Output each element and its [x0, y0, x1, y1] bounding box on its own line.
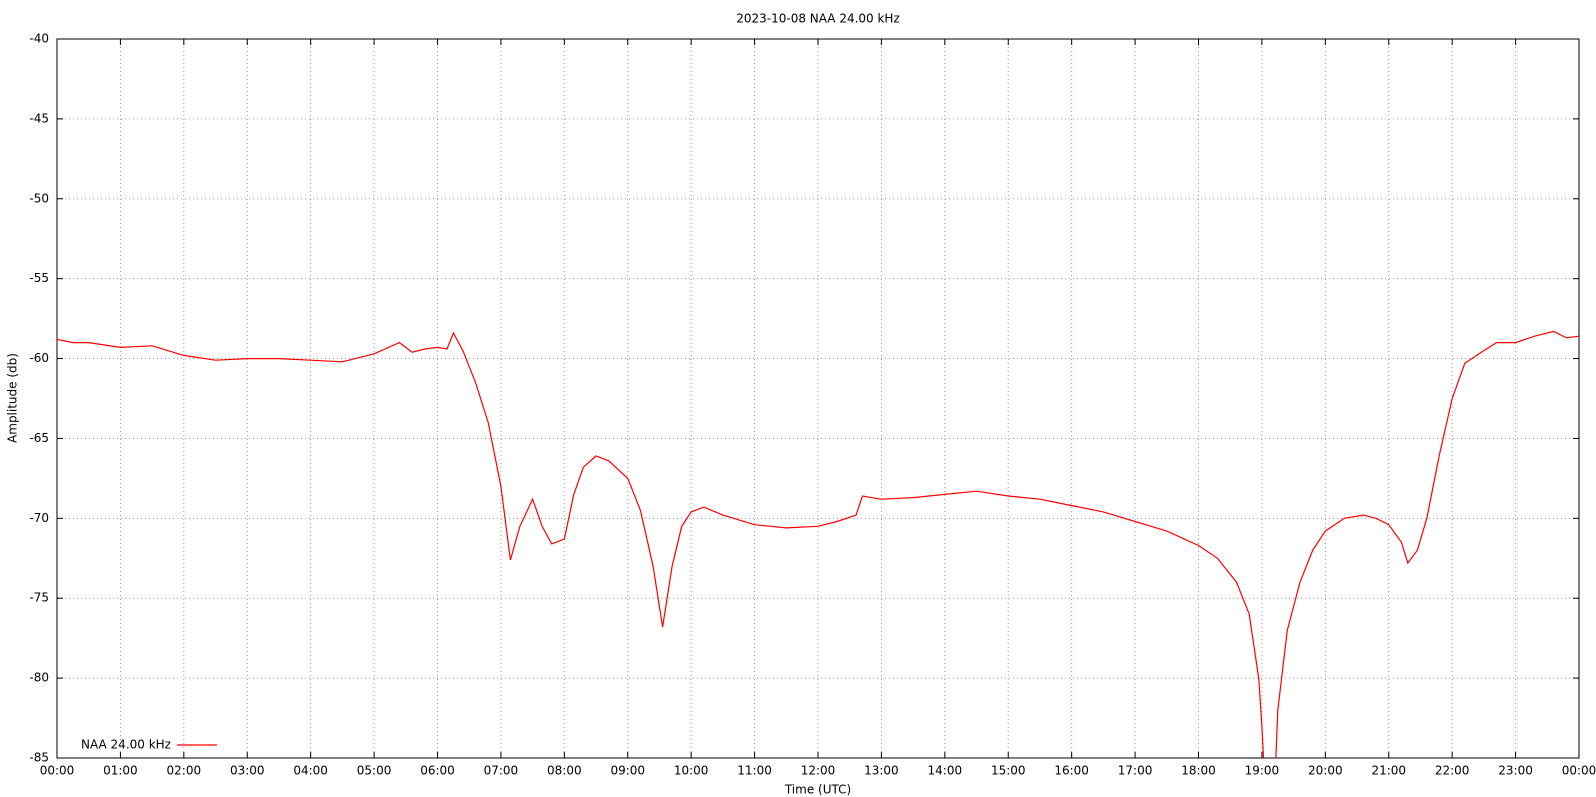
data-line: [57, 330, 1579, 758]
y-axis-label: Amplitude (db): [6, 353, 20, 443]
x-tick-label: 19:00: [1245, 764, 1280, 778]
y-tick-label: -70: [29, 511, 49, 525]
y-tick-label: -65: [29, 431, 49, 445]
x-tick-label: 23:00: [1498, 764, 1533, 778]
y-tick-label: -45: [29, 111, 49, 125]
x-tick-label: 22:00: [1435, 764, 1470, 778]
x-tick-label: 00:00: [40, 764, 75, 778]
x-tick-label: 17:00: [1118, 764, 1153, 778]
y-tick-label: -50: [29, 191, 49, 205]
x-tick-label: 00:00: [1562, 764, 1596, 778]
x-tick-label: 08:00: [547, 764, 582, 778]
x-tick-label: 05:00: [357, 764, 392, 778]
x-tick-label: 21:00: [1371, 764, 1406, 778]
y-tick-label: -60: [29, 351, 49, 365]
legend-label: NAA 24.00 kHz: [81, 738, 171, 752]
x-tick-label: 16:00: [1054, 764, 1089, 778]
x-tick-label: 04:00: [293, 764, 328, 778]
y-tick-label: -40: [29, 32, 49, 46]
plot-frame: [56, 38, 1580, 759]
x-tick-label: 06:00: [420, 764, 455, 778]
x-tick-label: 10:00: [674, 764, 709, 778]
x-tick-label: 14:00: [928, 764, 963, 778]
x-tick-label: 11:00: [737, 764, 772, 778]
y-tick-label: -55: [29, 271, 49, 285]
x-tick-label: 15:00: [991, 764, 1026, 778]
y-tick-label: -85: [29, 751, 49, 765]
x-tick-label: 20:00: [1308, 764, 1343, 778]
x-tick-label: 01:00: [103, 764, 138, 778]
y-tick-label: -80: [29, 671, 49, 685]
x-tick-label: 18:00: [1181, 764, 1216, 778]
x-axis-label: Time (UTC): [784, 783, 851, 797]
x-tick-label: 12:00: [801, 764, 836, 778]
x-tick-label: 02:00: [167, 764, 202, 778]
chart-title: 2023-10-08 NAA 24.00 kHz: [736, 12, 900, 26]
x-tick-label: 13:00: [864, 764, 899, 778]
y-tick-label: -75: [29, 591, 49, 605]
x-tick-label: 07:00: [484, 764, 519, 778]
x-tick-label: 03:00: [230, 764, 265, 778]
x-tick-label: 09:00: [610, 764, 645, 778]
